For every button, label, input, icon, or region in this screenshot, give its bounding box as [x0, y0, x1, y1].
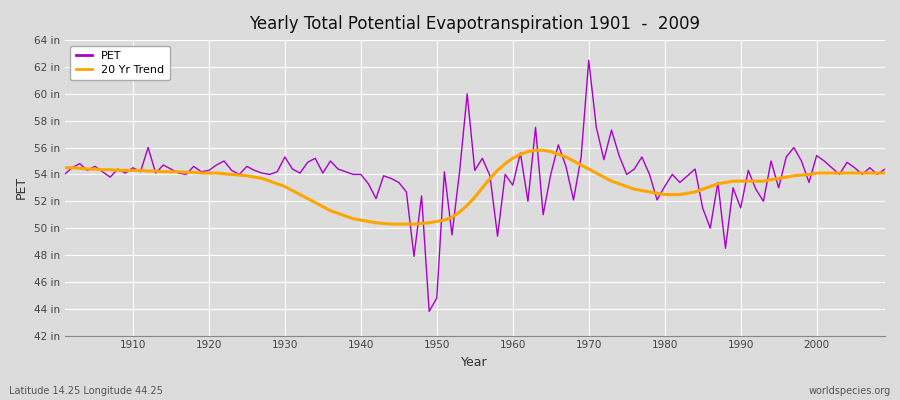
Y-axis label: PET: PET	[15, 176, 28, 200]
Text: Latitude 14.25 Longitude 44.25: Latitude 14.25 Longitude 44.25	[9, 386, 163, 396]
Legend: PET, 20 Yr Trend: PET, 20 Yr Trend	[70, 46, 170, 80]
Title: Yearly Total Potential Evapotranspiration 1901  -  2009: Yearly Total Potential Evapotranspiratio…	[249, 15, 700, 33]
X-axis label: Year: Year	[462, 356, 488, 369]
Text: worldspecies.org: worldspecies.org	[809, 386, 891, 396]
